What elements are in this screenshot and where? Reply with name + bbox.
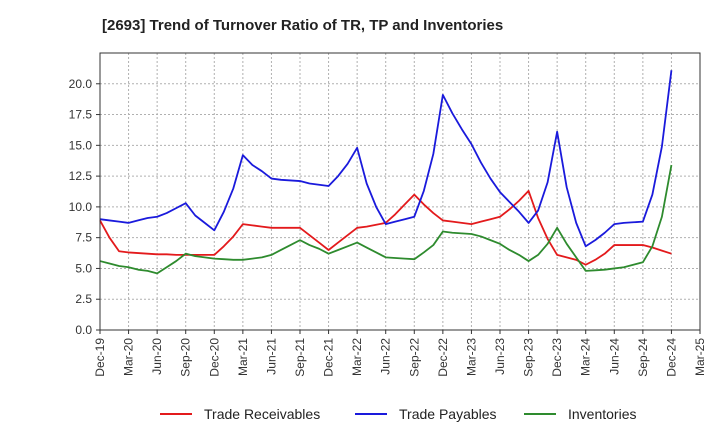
chart-title: [2693] Trend of Turnover Ratio of TR, TP… [102,17,503,34]
x-tick-label: Mar-21 [236,338,250,376]
x-tick-label: Sep-22 [407,338,421,377]
x-tick-label: Dec-23 [550,338,564,377]
legend: Trade Receivables Trade Payables Inventori… [160,406,636,422]
y-tick-label: 0.0 [75,323,92,337]
legend-label: Trade Receivables [204,406,320,422]
legend-label: Trade Payables [399,406,497,422]
x-tick-label: Mar-24 [579,338,593,376]
x-tick-label: Dec-24 [664,338,678,377]
grid [99,53,701,331]
y-tick-label: 7.5 [75,231,92,245]
y-tick-label: 12.5 [69,169,93,183]
y-tick-label: 17.5 [69,108,93,122]
x-tick-label: Sep-20 [179,338,193,377]
y-tick-label: 2.5 [75,292,92,306]
x-tick-label: Dec-21 [322,338,336,377]
x-tick-label: Dec-22 [436,338,450,377]
x-tick-label: Dec-20 [207,338,221,377]
x-axis-ticks: Dec-19 Mar-20 Jun-20 Sep-20 Dec-20 Mar-21 Jun-… [93,330,707,377]
y-axis-ticks: 0.0 2.5 5.0 7.5 10.0 12.5 15.0 17.5 20.0 [69,77,100,337]
x-tick-label: Jun-21 [264,338,278,375]
x-tick-label: Mar-22 [350,338,364,376]
x-tick-label: Jun-24 [607,338,621,375]
x-tick-label: Jun-23 [493,338,507,375]
plot-frame [99,52,701,331]
series-line-inventories [99,164,673,275]
y-tick-label: 15.0 [69,138,93,152]
y-tick-label: 5.0 [75,261,92,275]
x-tick-label: Mar-25 [693,338,707,376]
x-tick-label: Jun-22 [379,338,393,375]
y-tick-label: 20.0 [69,77,93,91]
legend-label: Inventories [568,406,636,422]
series-line-trade-payables [99,70,673,248]
y-tick-label: 10.0 [69,200,93,214]
x-tick-label: Mar-20 [122,338,136,376]
x-tick-label: Sep-21 [293,338,307,377]
x-tick-label: Sep-24 [636,338,650,377]
series-lines [99,70,673,275]
x-tick-label: Sep-23 [522,338,536,377]
x-tick-label: Mar-23 [464,338,478,376]
x-tick-label: Jun-20 [150,338,164,375]
x-tick-label: Dec-19 [93,338,107,377]
